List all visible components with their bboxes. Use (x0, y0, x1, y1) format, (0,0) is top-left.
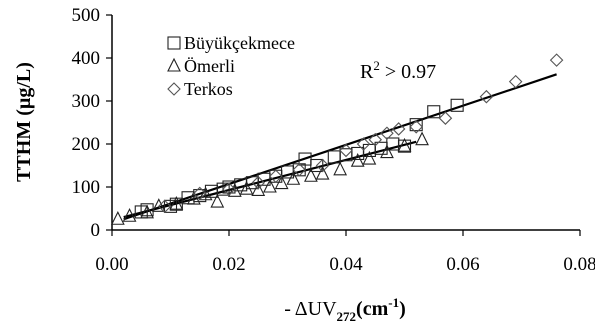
data-markers (110, 53, 564, 225)
triangle-marker (169, 195, 184, 210)
square-marker (427, 105, 441, 119)
x-tick-label: 0.04 (329, 254, 363, 275)
x-tick-label: 0.00 (95, 254, 128, 275)
legend-diamond-marker (167, 82, 181, 96)
legend: Büyükçekmece Ömerli Terkos (167, 33, 295, 99)
triangle-marker (210, 193, 225, 208)
x-tick-label: 0.02 (212, 254, 245, 275)
triangle-marker (122, 208, 137, 222)
diamond-marker (269, 169, 283, 184)
x-axis-title: - ΔUV272(cm-1) (284, 295, 406, 324)
diamond-marker (549, 53, 564, 67)
square-marker (450, 98, 464, 112)
diamond-marker (251, 175, 266, 190)
triangle-marker (333, 161, 348, 176)
legend-square-marker (167, 36, 181, 50)
triangle-marker (315, 165, 330, 180)
diamond-marker (356, 137, 371, 151)
legend-triangle-marker (167, 57, 181, 72)
y-tick-label: 0 (91, 220, 101, 241)
triangle-marker (415, 131, 429, 146)
diamond-marker (380, 126, 394, 141)
diamond-marker (409, 120, 423, 134)
diamond-marker (508, 74, 523, 89)
triangle-marker (239, 180, 254, 195)
legend-label: Ömerli (184, 56, 235, 76)
triangle-marker (227, 183, 242, 197)
triangle-marker (274, 175, 289, 190)
x-axis-ticks: 0.00 0.02 0.04 0.06 0.08 (95, 230, 595, 275)
x-tick-label: 0.08 (563, 254, 595, 275)
triangle-marker (397, 137, 412, 152)
triangle-marker (286, 171, 301, 185)
triangle-marker (380, 144, 394, 159)
x-tick-label: 0.06 (446, 254, 479, 275)
triangle-marker (350, 152, 365, 167)
diamond-marker (339, 143, 353, 158)
square-marker (409, 118, 423, 132)
triangle-marker (151, 198, 166, 212)
y-tick-label: 300 (72, 91, 101, 112)
y-tick-label: 400 (72, 48, 101, 69)
triangle-marker (362, 150, 377, 165)
diamond-marker (292, 163, 306, 177)
triangle-marker (198, 186, 213, 201)
r-squared-annotation: R2 > 0.97 (360, 58, 436, 83)
diamond-marker (479, 89, 494, 104)
y-axis-title: TTHM (µg/L) (13, 62, 35, 182)
y-tick-label: 200 (72, 134, 101, 155)
y-tick-label: 100 (72, 177, 101, 198)
diamond-marker (368, 132, 383, 147)
square-marker (310, 158, 324, 173)
triangle-marker (140, 204, 154, 219)
diamond-marker (157, 199, 172, 214)
triangle-marker (304, 168, 318, 182)
triangle-marker (263, 178, 277, 193)
diamond-marker (391, 122, 406, 136)
diamond-marker (192, 186, 207, 201)
diamond-marker (222, 182, 236, 196)
triangle-marker (251, 182, 266, 196)
y-tick-label: 500 (72, 5, 101, 26)
legend-label: Büyükçekmece (184, 33, 295, 53)
triangle-marker (187, 190, 201, 205)
diamond-marker (438, 111, 453, 125)
triangle-marker (110, 211, 125, 225)
y-axis-ticks: 0 100 200 300 400 500 (72, 5, 112, 241)
diamond-marker (315, 158, 330, 173)
legend-label: Terkos (184, 79, 233, 99)
